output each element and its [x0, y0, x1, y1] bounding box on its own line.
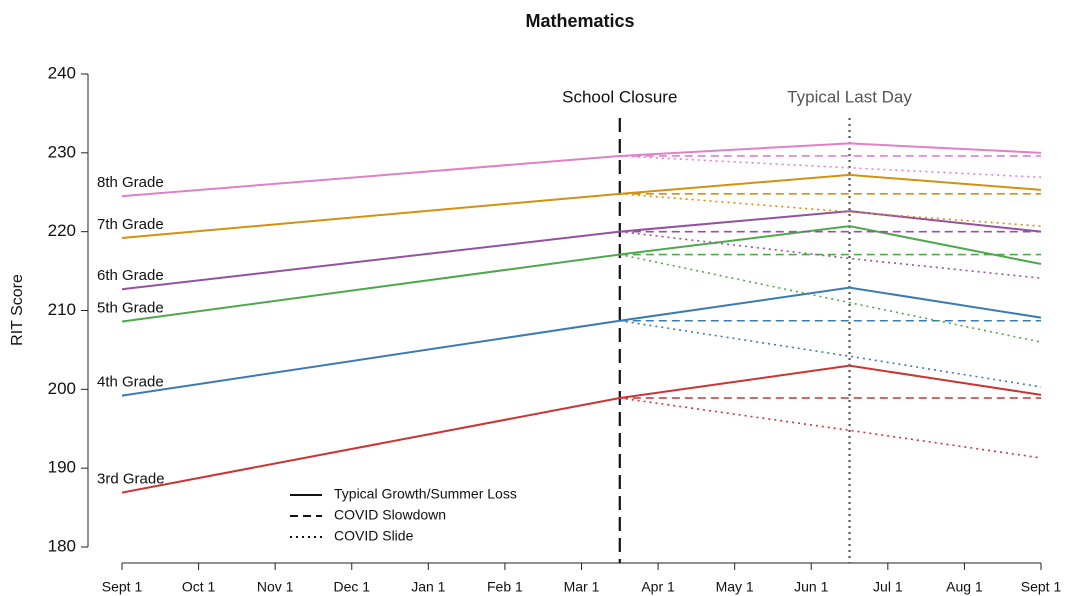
legend-label: COVID Slowdown — [334, 507, 446, 523]
x-tick-label: Jul 1 — [873, 579, 903, 595]
x-tick-label: Jan 1 — [411, 579, 445, 595]
x-tick-label: Apr 1 — [641, 579, 675, 595]
series-label: 7th Grade — [97, 216, 164, 233]
line-slide — [619, 319, 1042, 388]
x-tick-label: Feb 1 — [487, 579, 523, 595]
y-tick-label: 230 — [48, 142, 76, 161]
legend-label: Typical Growth/Summer Loss — [334, 486, 517, 502]
line-typical — [121, 210, 1042, 291]
x-tick-label: Nov 1 — [257, 579, 294, 595]
x-tick-label: Sept 1 — [102, 579, 143, 595]
line-typical — [121, 364, 1042, 494]
y-axis-label: RIT Score — [9, 274, 26, 346]
y-tick-label: 190 — [48, 458, 76, 477]
x-tick-label: Jun 1 — [794, 579, 828, 595]
legend-label: COVID Slide — [334, 528, 414, 544]
y-tick-label: 210 — [48, 300, 76, 319]
y-tick-label: 180 — [48, 536, 76, 555]
series-label: 8th Grade — [97, 174, 164, 191]
line-typical — [121, 225, 1042, 323]
line-typical — [121, 142, 1042, 198]
series-label: 3rd Grade — [97, 471, 165, 488]
chart-title: Mathematics — [525, 11, 634, 31]
series-label: 6th Grade — [97, 267, 164, 284]
x-tick-label: Oct 1 — [182, 579, 216, 595]
y-tick-label: 240 — [48, 63, 76, 82]
reference-label: Typical Last Day — [787, 87, 912, 106]
line-slide — [619, 253, 1042, 343]
series-label: 4th Grade — [97, 374, 164, 391]
y-tick-label: 200 — [48, 379, 76, 398]
y-tick-label: 220 — [48, 221, 76, 240]
reference-label: School Closure — [562, 87, 677, 106]
x-tick-label: May 1 — [716, 579, 754, 595]
line-typical — [121, 286, 1042, 397]
line-slide — [619, 397, 1042, 459]
line-typical — [121, 173, 1042, 239]
x-tick-label: Sept 1 — [1021, 579, 1062, 595]
series-label: 5th Grade — [97, 300, 164, 317]
line-slide — [619, 155, 1042, 179]
x-tick-label: Mar 1 — [564, 579, 600, 595]
x-tick-label: Aug 1 — [946, 579, 983, 595]
x-tick-label: Dec 1 — [333, 579, 370, 595]
line-slide — [619, 193, 1042, 227]
